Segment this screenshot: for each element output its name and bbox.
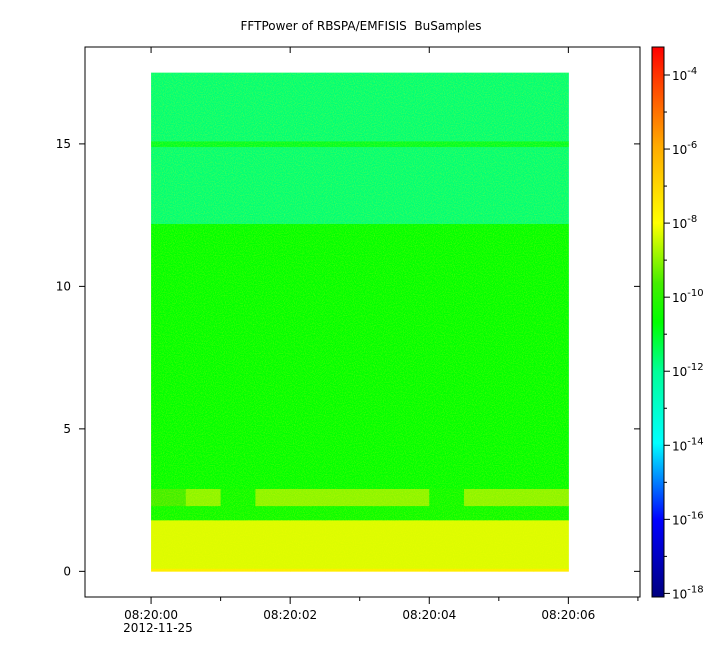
colorbar-tick-label: 10-6	[672, 140, 697, 157]
x-tick-label: 08:20:06	[541, 608, 595, 622]
colorbar-tick-label: 10-4	[672, 66, 697, 83]
colorbar-tick-base: 10	[672, 365, 687, 379]
colorbar-tick-exponent: -4	[687, 66, 697, 77]
colorbar-tick-label: 10-8	[672, 214, 697, 231]
colorbar-tick-base: 10	[672, 143, 687, 157]
plot-frame	[84, 46, 641, 598]
x-tick-label: 08:20:04	[402, 608, 456, 622]
colorbar-tick-label: 10-12	[672, 362, 704, 379]
y-tick-label: 0	[63, 564, 71, 578]
colorbar-tick-base: 10	[672, 587, 687, 601]
colorbar-tick-label: 10-14	[672, 436, 704, 453]
y-tick-label: 15	[56, 137, 71, 151]
colorbar-tick-exponent: -6	[687, 140, 697, 151]
colorbar-tick-base: 10	[672, 69, 687, 83]
colorbar-tick-exponent: -12	[687, 362, 703, 373]
x-date-label: 2012-11-25	[123, 621, 193, 635]
y-tick-label: 5	[63, 422, 71, 436]
colorbar-tick-label: 10-18	[672, 584, 704, 601]
x-tick-label: 08:20:02	[263, 608, 317, 622]
colorbar-tick-exponent: -16	[687, 510, 703, 521]
x-tick-label: 08:20:00	[124, 608, 178, 622]
colorbar-tick-label: 10-16	[672, 510, 704, 527]
colorbar-tick-exponent: -14	[687, 436, 703, 447]
colorbar	[651, 46, 665, 598]
noise-texture	[151, 72, 569, 572]
colorbar-tick-base: 10	[672, 291, 687, 305]
colorbar-tick-base: 10	[672, 217, 687, 231]
chart-title: FFTPower of RBSPA/EMFISIS BuSamples	[241, 19, 482, 33]
colorbar-tick-exponent: -18	[687, 584, 703, 595]
y-tick-label: 10	[56, 279, 71, 293]
colorbar-tick-exponent: -10	[687, 288, 703, 299]
colorbar-tick-exponent: -8	[687, 214, 697, 225]
colorbar-tick-label: 10-10	[672, 288, 704, 305]
colorbar-tick-base: 10	[672, 513, 687, 527]
colorbar-tick-base: 10	[672, 439, 687, 453]
